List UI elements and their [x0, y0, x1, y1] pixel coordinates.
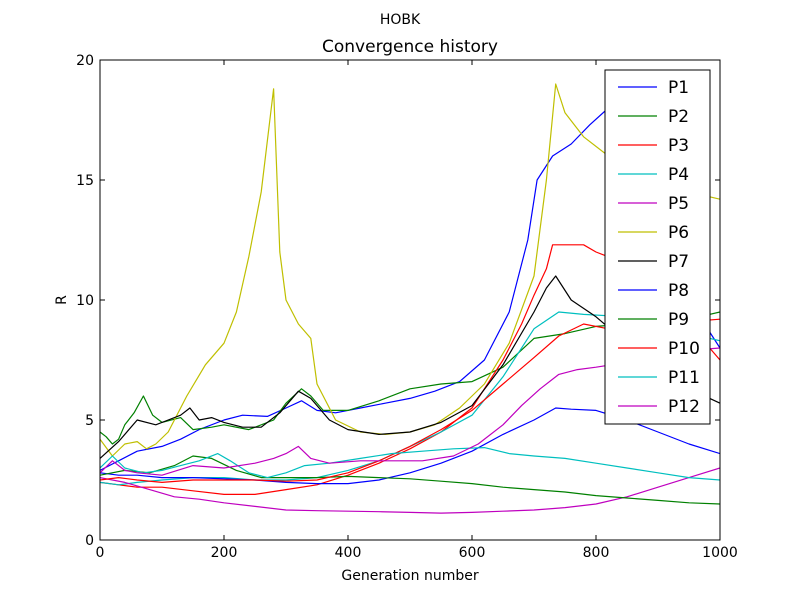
- y-tick-label: 0: [85, 533, 94, 549]
- chart-title: Convergence history: [322, 37, 498, 57]
- legend-box: [604, 69, 711, 425]
- series-line-p12: [100, 347, 720, 476]
- legend-label-p9: P9: [668, 310, 689, 330]
- y-tick-label: 5: [85, 413, 94, 429]
- series-line-p1: [100, 107, 720, 471]
- x-tick-label: 200: [211, 545, 238, 561]
- legend-label-p8: P8: [668, 281, 689, 301]
- legend-label-p4: P4: [668, 165, 689, 185]
- x-tick-label: 1000: [702, 545, 738, 561]
- legend-label-p5: P5: [668, 194, 689, 214]
- legend-label-p7: P7: [668, 252, 689, 272]
- x-tick-label: 400: [335, 545, 362, 561]
- y-tick-label: 20: [76, 53, 94, 69]
- legend-label-p12: P12: [668, 397, 700, 417]
- series-line-p7: [100, 275, 720, 459]
- y-tick-label: 15: [76, 173, 94, 189]
- x-tick-label: 800: [583, 545, 610, 561]
- legend-label-p10: P10: [668, 339, 700, 359]
- x-axis-label: Generation number: [341, 568, 478, 584]
- legend: P1 P2 P3 P4 P5 P6 P7 P8 P9 P10 P11 P12: [604, 69, 711, 425]
- series-line-p5: [100, 467, 720, 514]
- y-tick-label: 10: [76, 293, 94, 309]
- legend-label-p1: P1: [668, 78, 689, 98]
- legend-label-p2: P2: [668, 107, 689, 127]
- series-line-p11: [100, 447, 720, 481]
- legend-label-p3: P3: [668, 136, 689, 156]
- series-line-p9: [100, 455, 720, 505]
- x-tick-label: 0: [96, 545, 105, 561]
- y-axis-label: R: [54, 295, 70, 305]
- ticks-layer: 0 200 400 600 800 1000 0 5 10 15 20: [76, 53, 738, 561]
- x-tick-label: 600: [459, 545, 486, 561]
- chart-suptitle: HOBK: [380, 12, 421, 28]
- legend-label-p6: P6: [668, 223, 689, 243]
- legend-label-p11: P11: [668, 368, 700, 388]
- series-line-p6: [100, 83, 720, 457]
